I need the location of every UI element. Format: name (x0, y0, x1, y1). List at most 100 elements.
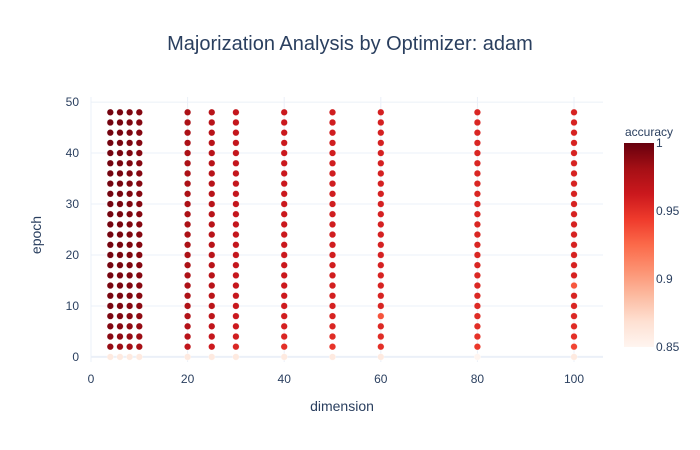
data-point (473, 108, 481, 116)
data-point (329, 282, 336, 290)
data-point (208, 292, 216, 300)
data-point (570, 333, 578, 340)
data-point (106, 322, 114, 330)
data-point (135, 241, 143, 249)
data-point (473, 210, 481, 218)
data-point (184, 261, 192, 269)
data-point (232, 210, 240, 218)
data-point (232, 231, 240, 239)
data-point (473, 353, 481, 361)
data-point (377, 312, 385, 320)
data-point (116, 312, 124, 320)
data-point (329, 333, 336, 340)
data-point (570, 210, 578, 218)
data-point (184, 241, 192, 249)
data-point (135, 261, 143, 269)
data-point (184, 159, 192, 167)
data-point (280, 210, 288, 218)
data-point (232, 200, 240, 208)
data-point (280, 108, 288, 116)
data-point (329, 129, 336, 137)
data-point (570, 322, 578, 330)
data-point (208, 312, 216, 320)
data-points (106, 108, 578, 361)
x-tick-label: 20 (181, 372, 195, 386)
data-point (184, 333, 192, 340)
data-point (208, 200, 216, 208)
data-point (135, 312, 143, 320)
data-point (126, 271, 134, 279)
data-point (184, 108, 192, 116)
data-point (329, 241, 336, 249)
data-point (570, 200, 578, 208)
data-point (184, 322, 192, 330)
data-point (184, 353, 192, 361)
data-point (329, 169, 336, 177)
data-point (329, 302, 336, 310)
data-point (377, 119, 385, 126)
data-point (135, 220, 143, 228)
data-point (208, 333, 216, 340)
data-point (116, 322, 124, 330)
data-point (377, 302, 385, 310)
y-tick-label: 10 (66, 299, 80, 313)
data-point (184, 149, 192, 157)
data-point (280, 343, 288, 351)
data-point (106, 169, 114, 177)
data-point (570, 220, 578, 228)
data-point (184, 200, 192, 208)
data-point (232, 333, 240, 340)
data-point (280, 271, 288, 279)
data-point (208, 271, 216, 279)
data-point (377, 261, 385, 269)
data-point (570, 149, 578, 157)
data-point (377, 200, 385, 208)
data-point (473, 180, 481, 188)
data-point (208, 180, 216, 188)
data-point (135, 292, 143, 300)
data-point (329, 343, 336, 351)
data-point (329, 292, 336, 300)
data-point (126, 353, 134, 361)
data-point (232, 353, 240, 361)
colorbar-ticks: 0.85 0.9 0.95 1 (656, 136, 680, 354)
data-point (126, 333, 134, 340)
data-point (473, 322, 481, 330)
data-point (135, 190, 143, 198)
data-point (208, 261, 216, 269)
data-point (232, 139, 240, 147)
data-point (329, 220, 336, 228)
data-point (126, 159, 134, 167)
data-point (116, 159, 124, 167)
data-point (280, 282, 288, 290)
data-point (208, 190, 216, 198)
data-point (280, 180, 288, 188)
data-point (106, 353, 114, 361)
data-point (106, 251, 114, 259)
data-point (232, 129, 240, 137)
data-point (570, 129, 578, 137)
data-point (184, 312, 192, 320)
data-point (377, 129, 385, 137)
data-point (570, 343, 578, 351)
data-point (473, 190, 481, 198)
data-point (135, 159, 143, 167)
data-point (232, 343, 240, 351)
data-point (106, 129, 114, 137)
data-point (329, 231, 336, 239)
data-point (280, 200, 288, 208)
data-point (280, 322, 288, 330)
data-point (116, 302, 124, 310)
data-point (106, 292, 114, 300)
data-point (106, 333, 114, 340)
data-point (473, 292, 481, 300)
data-point (116, 119, 124, 126)
data-point (377, 190, 385, 198)
data-point (280, 241, 288, 249)
y-tick-label: 40 (66, 146, 80, 160)
data-point (280, 302, 288, 310)
data-point (126, 220, 134, 228)
data-point (329, 159, 336, 167)
data-point (232, 190, 240, 198)
data-point (570, 292, 578, 300)
